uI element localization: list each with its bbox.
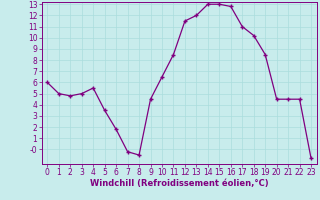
X-axis label: Windchill (Refroidissement éolien,°C): Windchill (Refroidissement éolien,°C): [90, 179, 268, 188]
